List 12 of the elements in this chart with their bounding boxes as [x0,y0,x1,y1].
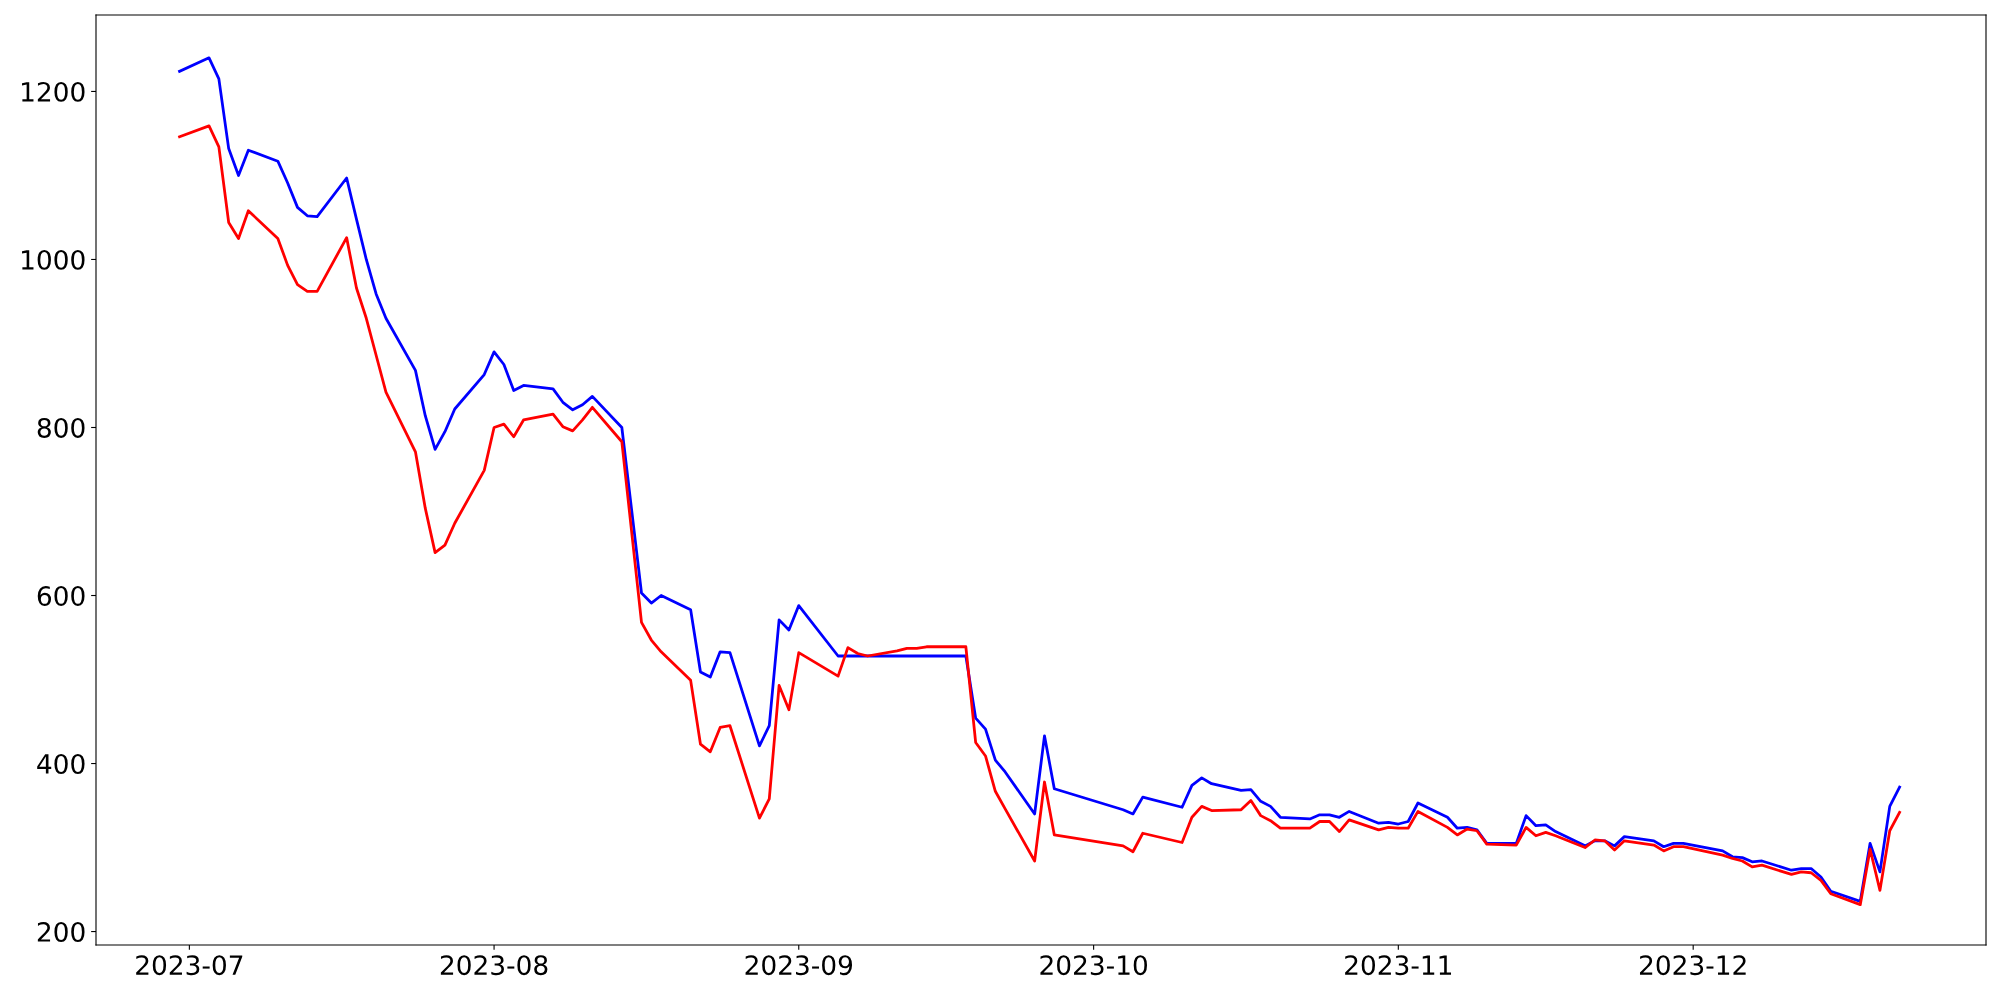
x-tick-label: 2023-11 [1345,955,1452,976]
x-tick-label: 2023-10 [1040,955,1147,976]
y-tick-label: 800 [37,417,85,438]
y-tick-label: 200 [37,922,85,942]
y-tick-label: 1000 [22,249,85,270]
x-tick-label: 2023-09 [745,955,853,976]
x-tick-label: 2023-08 [440,955,548,976]
x-tick-label: 2023-07 [136,955,243,976]
y-tick-label: 600 [37,585,85,606]
y-tick-label: 1200 [22,81,85,102]
x-tick-label: 2023-12 [1639,955,1746,976]
y-tick-label: 400 [37,753,85,774]
